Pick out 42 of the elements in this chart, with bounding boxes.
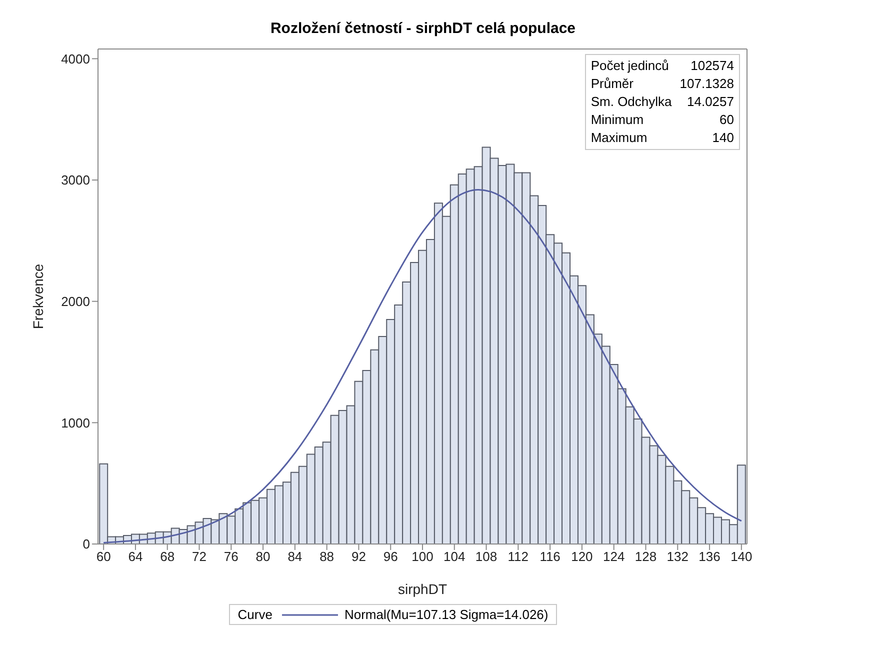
x-tick-label: 124 bbox=[603, 549, 625, 564]
y-tick-label: 2000 bbox=[61, 294, 90, 309]
x-tick-label: 128 bbox=[634, 549, 657, 564]
legend-title: Curve bbox=[238, 607, 272, 622]
x-tick-label: 112 bbox=[508, 549, 529, 564]
y-tick-label: 1000 bbox=[61, 415, 90, 430]
annotation: Počet jedinců bbox=[590, 57, 670, 75]
annotation: Maximum bbox=[590, 129, 648, 147]
x-tick-label: 136 bbox=[698, 549, 720, 564]
chart-title: Rozložení četností - sirphDT celá populace bbox=[269, 20, 577, 37]
x-tick-label: 100 bbox=[412, 549, 434, 564]
x-tick-label: 72 bbox=[192, 549, 206, 564]
x-tick-label: 64 bbox=[128, 549, 143, 564]
x-tick-label: 104 bbox=[444, 549, 466, 564]
x-tick-label: 108 bbox=[475, 549, 498, 564]
x-tick-label: 120 bbox=[571, 549, 593, 564]
annotation: 14.0257 bbox=[686, 93, 734, 111]
x-tick-label: 60 bbox=[96, 549, 111, 564]
line-series bbox=[102, 188, 742, 544]
annotation: 60 bbox=[718, 111, 734, 129]
x-tick-label: 140 bbox=[730, 549, 752, 564]
x-tick-label: 84 bbox=[288, 549, 302, 564]
x-tick-label: 88 bbox=[320, 549, 334, 564]
annotation: Minimum bbox=[590, 111, 645, 129]
annotation: Sm. Odchylka bbox=[590, 93, 672, 111]
x-axis-title: sirphDT bbox=[398, 581, 448, 597]
y-tick-label: 4000 bbox=[61, 51, 90, 66]
annotation: 107.1328 bbox=[680, 75, 734, 93]
x-tick-label: 132 bbox=[666, 549, 688, 564]
y-axis-title: Frekvence bbox=[30, 264, 46, 330]
annotation: Průměr bbox=[590, 75, 634, 93]
legend-label: Normal(Mu=107.13 Sigma=14.026) bbox=[344, 607, 548, 622]
y-tick-label: 0 bbox=[82, 536, 90, 552]
x-tick-label: 92 bbox=[351, 549, 366, 564]
x-tick-label: 76 bbox=[224, 549, 238, 564]
x-tick-label: 68 bbox=[160, 549, 175, 564]
x-tick-label: 116 bbox=[540, 549, 560, 564]
x-tick-label: 80 bbox=[256, 549, 270, 564]
x-tick-label: 96 bbox=[383, 549, 398, 564]
annotation: 102574 bbox=[690, 57, 734, 75]
y-tick-label: 3000 bbox=[61, 172, 90, 188]
annotation: 140 bbox=[711, 129, 734, 147]
